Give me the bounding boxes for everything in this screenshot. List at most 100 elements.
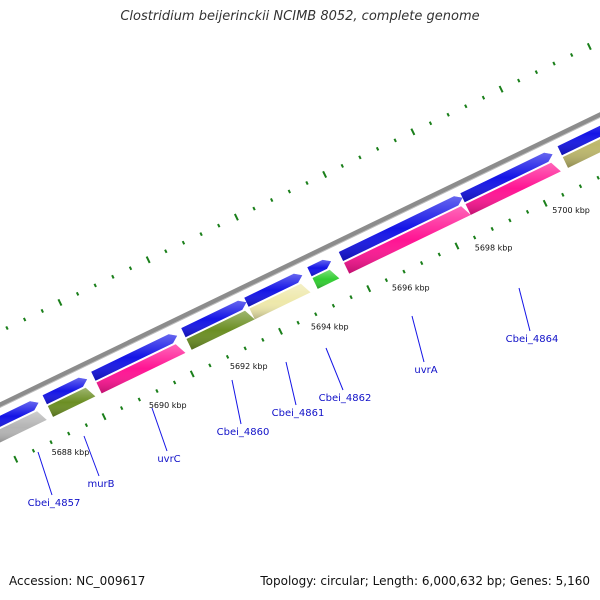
- minor-tick-mark: [437, 252, 441, 257]
- minor-tick-mark: [261, 337, 265, 342]
- minor-tick-mark: [128, 266, 133, 271]
- category-bar-Cbei_4862-shade: [312, 269, 340, 289]
- minor-tick-mark: [314, 312, 318, 317]
- scale-label-kbp: 5690 kbp: [149, 401, 187, 410]
- minor-tick-mark: [446, 112, 450, 117]
- category-bar-Cbei_4861[interactable]: [249, 283, 311, 320]
- scale-label-kbp: 5698 kbp: [475, 243, 513, 252]
- category-bar-uvrC[interactable]: [96, 344, 186, 394]
- cds-arrow-Cbei_4860[interactable]: [181, 300, 247, 338]
- cds-arrow-Cbei_4862[interactable]: [307, 259, 332, 277]
- minor-tick-mark: [340, 163, 344, 168]
- minor-tick-mark: [270, 198, 274, 203]
- gene-label-uvrA[interactable]: uvrA: [411, 315, 438, 376]
- minor-tick-mark: [84, 423, 89, 428]
- category-bar-murB[interactable]: [47, 387, 96, 417]
- minor-tick-mark: [305, 180, 309, 185]
- minor-tick-mark: [181, 240, 186, 245]
- cds-arrow-Cbei_4857[interactable]: [0, 401, 39, 431]
- category-bar-Cbei_4862[interactable]: [312, 269, 340, 289]
- minor-tick-mark: [384, 278, 389, 283]
- category-bar-Cbei_4857[interactable]: [0, 411, 47, 444]
- scale-label-kbp: 5692 kbp: [230, 362, 268, 371]
- gene-label-Cbei_4864[interactable]: Cbei_4864: [506, 287, 559, 345]
- label-leader-line: [411, 315, 425, 363]
- cds-arrow-Cbei_4861[interactable]: [244, 273, 303, 307]
- minor-tick-mark: [233, 213, 239, 221]
- genome-summary-text: Topology: circular; Length: 6,000,632 bp…: [260, 574, 590, 588]
- minor-tick-mark: [570, 53, 574, 58]
- minor-tick-mark: [498, 85, 504, 93]
- gene-name-text[interactable]: uvrA: [414, 365, 437, 376]
- gene-label-murB[interactable]: murB: [83, 435, 115, 490]
- minor-tick-mark: [49, 440, 53, 445]
- category-bar-murB-shade: [47, 387, 96, 417]
- minor-tick-mark: [208, 363, 212, 368]
- minor-tick-mark: [375, 146, 380, 151]
- minor-tick-mark: [120, 406, 124, 411]
- minor-tick-mark: [243, 346, 247, 351]
- cds-arrow-Cbei_4864[interactable]: [460, 152, 553, 203]
- minor-tick-mark: [534, 70, 539, 75]
- minor-tick-mark: [67, 431, 71, 436]
- minor-tick-mark: [278, 327, 283, 335]
- minor-tick-mark: [145, 256, 151, 264]
- minor-tick-mark: [287, 189, 292, 194]
- minor-tick-mark: [155, 389, 159, 394]
- gene-name-text[interactable]: Cbei_4862: [319, 393, 372, 404]
- cds-arrow-uvrC[interactable]: [91, 334, 178, 381]
- gene-label-Cbei_4860[interactable]: Cbei_4860: [217, 379, 270, 438]
- map-title: Clostridium beijerinckii NCIMB 8052, com…: [120, 9, 480, 24]
- category-bar-Cbei_4860[interactable]: [186, 310, 255, 350]
- category-bar-next-gene[interactable]: [562, 122, 600, 168]
- cds-arrow-next-gene[interactable]: [557, 112, 600, 156]
- gene-name-text[interactable]: murB: [87, 479, 114, 490]
- minor-tick-mark: [542, 199, 548, 207]
- minor-tick-mark: [93, 283, 97, 288]
- category-bar-Cbei_4864[interactable]: [465, 162, 561, 215]
- gene-name-text[interactable]: Cbei_4857: [28, 498, 81, 509]
- minor-tick-mark: [252, 206, 256, 211]
- scale-layer: 5688 kbp 5690 kbp 5692 kbp 5694 kbp 5696 kbp…: [52, 206, 590, 457]
- category-bar-Cbei_4860-shade: [186, 310, 255, 350]
- gene-name-text[interactable]: Cbei_4864: [506, 334, 559, 345]
- minor-tick-mark: [402, 269, 406, 274]
- minor-tick-mark: [420, 261, 424, 266]
- minor-tick-mark: [358, 155, 362, 160]
- label-leader-line: [285, 361, 297, 406]
- gene-label-Cbei_4857[interactable]: Cbei_4857: [28, 451, 81, 509]
- cds-arrow-uvrA[interactable]: [338, 196, 463, 262]
- category-bar-uvrC-shade: [96, 344, 186, 394]
- minor-tick-mark: [481, 95, 486, 100]
- cds-arrow-Cbei_4861-shade: [244, 273, 303, 307]
- minor-tick-mark: [428, 121, 433, 126]
- category-bar-uvrA-shade: [344, 206, 471, 274]
- minor-tick-mark: [517, 78, 521, 83]
- minor-tick-mark: [322, 170, 328, 179]
- cds-arrow-Cbei_4860-shade: [181, 300, 247, 338]
- minor-tick-mark: [410, 128, 416, 136]
- minor-tick-mark: [199, 232, 203, 237]
- minor-tick-mark: [349, 295, 353, 300]
- gene-label-Cbei_4861[interactable]: Cbei_4861: [272, 361, 325, 419]
- backbone-highlight: [0, 116, 600, 409]
- scale-label-kbp: 5694 kbp: [311, 323, 349, 332]
- minor-tick-mark: [189, 370, 195, 378]
- gene-name-text[interactable]: uvrC: [157, 454, 180, 465]
- gene-layer[interactable]: [0, 112, 600, 461]
- label-leader-line: [325, 347, 344, 391]
- minor-tick-mark: [101, 413, 107, 421]
- minor-tick-mark: [57, 298, 63, 307]
- minor-tick-mark: [217, 223, 221, 228]
- gene-name-text[interactable]: Cbei_4860: [217, 427, 270, 438]
- minor-ticks: [5, 42, 600, 463]
- label-leader-line: [37, 451, 53, 496]
- backbone-line: [0, 112, 600, 408]
- gene-label-Cbei_4862[interactable]: Cbei_4862: [319, 347, 372, 404]
- gene-label-uvrC[interactable]: uvrC: [151, 407, 181, 465]
- cds-arrow-murB[interactable]: [42, 377, 88, 405]
- category-bar-uvrA[interactable]: [344, 206, 471, 274]
- gene-name-text[interactable]: Cbei_4861: [272, 408, 325, 419]
